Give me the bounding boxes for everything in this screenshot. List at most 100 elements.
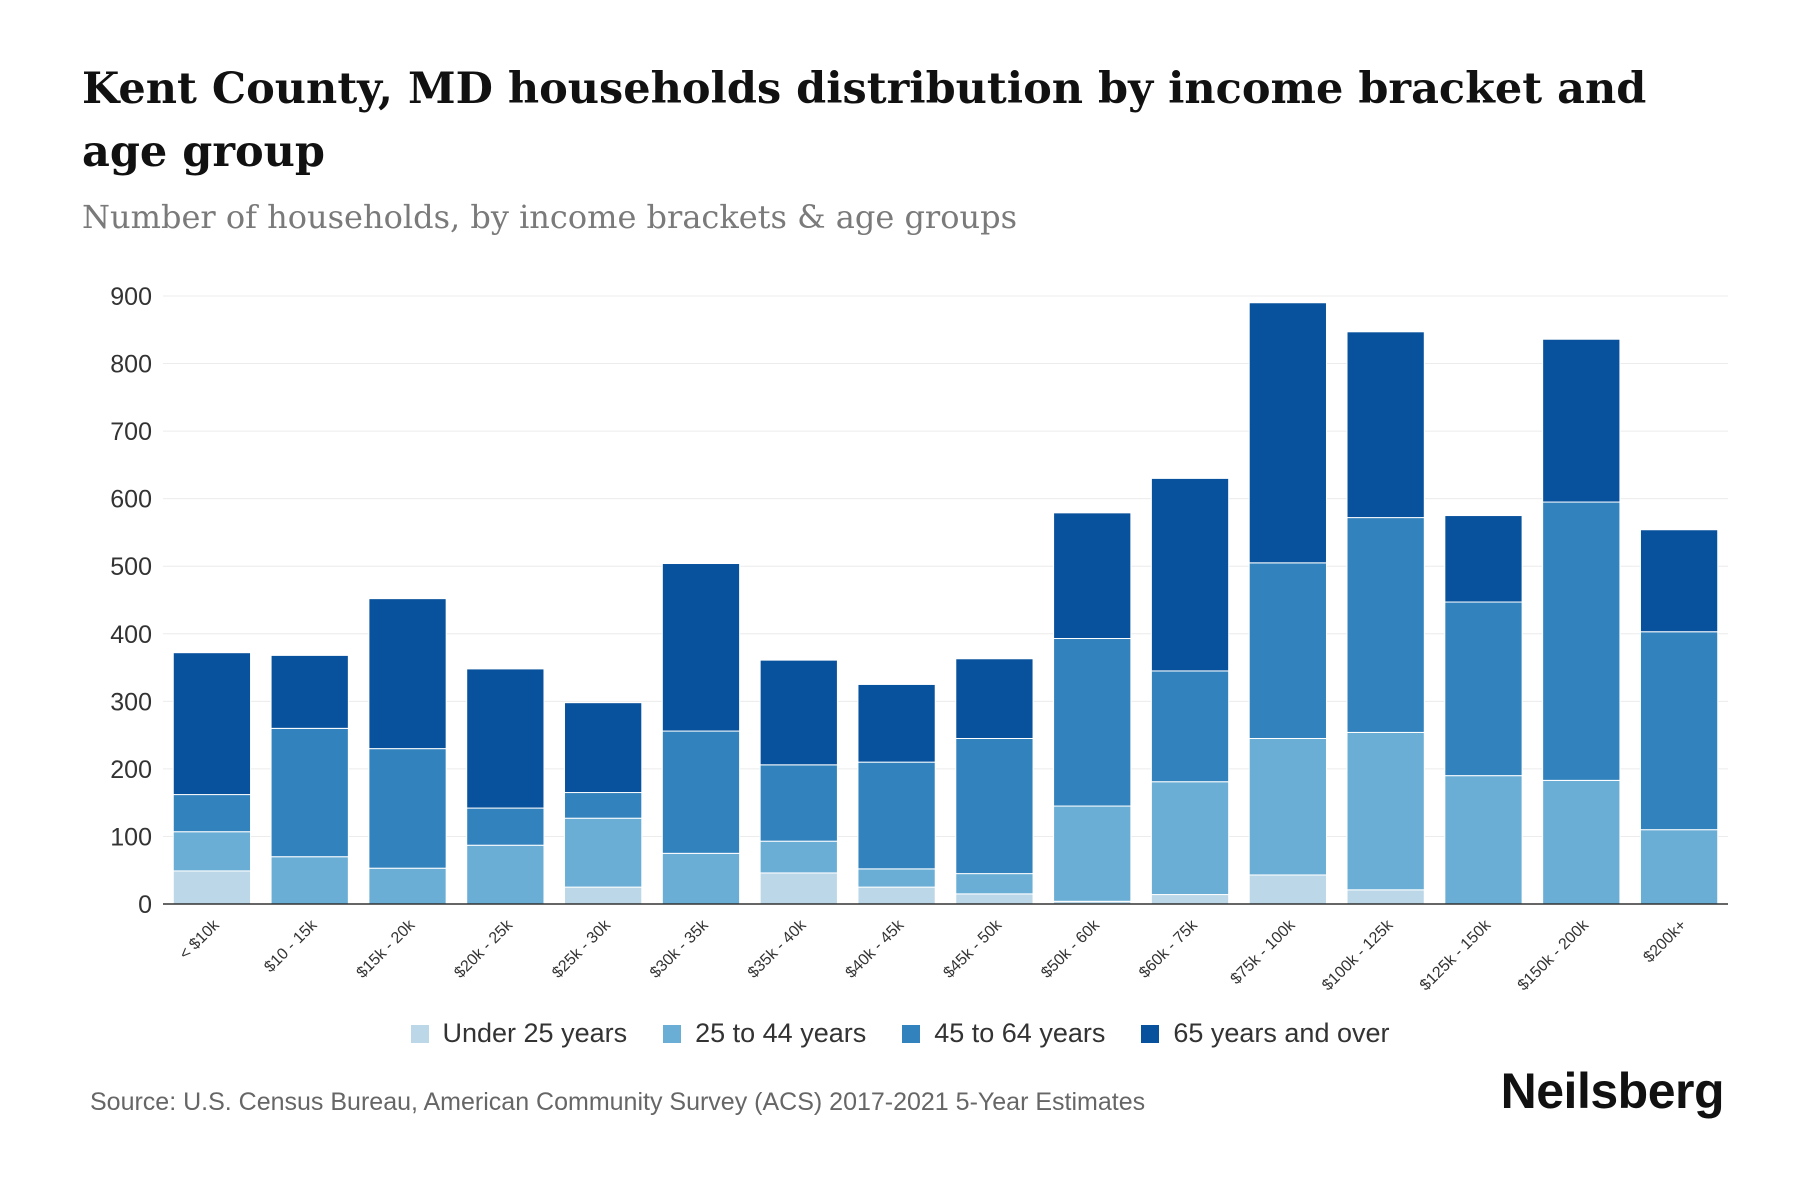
bar-segment [759, 659, 838, 766]
bar-segment [1346, 517, 1425, 733]
bar-segment [368, 867, 447, 905]
bars [172, 302, 1719, 905]
x-tick-label: $50k - 60k [1038, 916, 1104, 982]
legend-label: 65 years and over [1173, 1018, 1390, 1048]
y-tick-label: 900 [110, 283, 152, 311]
bar-segment [1639, 829, 1719, 905]
y-tick-label: 200 [110, 756, 152, 784]
bar-segment [1542, 338, 1621, 503]
bar-segment [172, 870, 252, 905]
x-tick-label: $10 - 15k [261, 916, 321, 976]
bar-segment [368, 598, 447, 750]
y-tick-label: 0 [138, 891, 152, 919]
bar-segment [564, 886, 643, 905]
y-tick-label: 600 [110, 486, 152, 514]
legend-label: 25 to 44 years [695, 1018, 867, 1048]
bar-segment [564, 817, 643, 888]
bar-segment [1150, 477, 1230, 672]
bar-segment [661, 852, 741, 905]
stacked-bar-chart: 0 100 200 300 400 500 600 700 800 900 < $10k $10 -… [110, 283, 1728, 994]
legend-swatch [410, 1024, 429, 1043]
y-tick-label: 500 [110, 553, 152, 581]
bar-segment [1639, 529, 1719, 633]
bar-segment [1150, 670, 1230, 783]
bar-segment [466, 807, 545, 846]
brand-logo: Neilsberg [1500, 1063, 1725, 1119]
bar-segment [1150, 894, 1230, 905]
x-tick-label: $100k - 125k [1319, 916, 1397, 994]
bar-segment [270, 856, 349, 905]
x-tick-label: $200k+ [1640, 917, 1689, 966]
x-tick-label: $40k - 45k [843, 916, 909, 982]
x-tick-label: $150k - 200k [1515, 916, 1593, 994]
bar-segment [1248, 737, 1327, 876]
bar-segment [1346, 731, 1425, 891]
legend-item: 65 years and over [1141, 1018, 1390, 1049]
bar-segment [270, 727, 349, 858]
legend-swatch [663, 1024, 682, 1043]
chart-subtitle: Number of households, by income brackets… [82, 198, 1017, 236]
bar-segment [172, 794, 252, 833]
legend-label: Under 25 years [442, 1018, 628, 1048]
legend-label: 45 to 64 years [934, 1018, 1106, 1048]
x-tick-label: < $10k [176, 916, 223, 963]
y-axis-ticks: 0 100 200 300 400 500 600 700 800 900 [110, 283, 152, 919]
legend-item: 25 to 44 years [663, 1018, 866, 1049]
bar-segment [1346, 331, 1425, 519]
y-tick-label: 400 [110, 621, 152, 649]
bar-segment [955, 737, 1034, 875]
bar-segment [759, 764, 838, 842]
x-tick-label: $30k - 35k [647, 916, 713, 982]
bar-segment [368, 748, 447, 869]
bar-segment [1444, 601, 1523, 777]
y-tick-label: 300 [110, 688, 152, 716]
bar-segment [1444, 775, 1523, 905]
x-axis-ticks: < $10k $10 - 15k $15k - 20k $20k - 25k $25k … [176, 916, 1689, 994]
bar-segment [955, 893, 1034, 905]
bar-segment [1542, 779, 1621, 905]
bar-segment [1248, 562, 1327, 739]
bar-segment [661, 563, 741, 732]
bar-segment [1444, 515, 1523, 603]
legend-item: 45 to 64 years [902, 1018, 1105, 1049]
x-tick-label: $45k - 50k [940, 916, 1006, 982]
bar-segment [172, 652, 252, 796]
source-note: Source: U.S. Census Bureau, American Com… [90, 1088, 1146, 1116]
x-tick-label: $35k - 40k [745, 916, 811, 982]
legend-swatch [902, 1024, 921, 1043]
bar-segment [1053, 512, 1132, 640]
bar-segment [857, 683, 936, 763]
bar-segment [955, 873, 1034, 895]
bar-segment [1639, 631, 1719, 831]
y-tick-label: 700 [110, 418, 152, 446]
bar-segment [1248, 874, 1327, 905]
bar-segment [172, 831, 252, 872]
bar-segment [564, 702, 643, 794]
chart-title: Kent County, MD households distribution … [82, 64, 1647, 177]
bar-segment [466, 844, 545, 905]
bar-segment [759, 872, 838, 905]
bar-segment [857, 886, 936, 905]
x-tick-label: $75k - 100k [1228, 916, 1300, 988]
bar-segment [857, 761, 936, 870]
bar-segment [564, 792, 643, 819]
bar-segment [466, 668, 545, 809]
bar-segment [1346, 889, 1425, 905]
bar-segment [1053, 805, 1132, 902]
x-tick-label: $25k - 30k [549, 916, 615, 982]
bar-segment [1150, 781, 1230, 896]
x-tick-label: $125k - 150k [1417, 916, 1495, 994]
x-tick-label: $15k - 20k [354, 916, 420, 982]
bar-segment [955, 658, 1034, 739]
y-tick-label: 800 [110, 351, 152, 379]
bar-segment [1542, 501, 1621, 781]
x-tick-label: $60k - 75k [1136, 916, 1202, 982]
bar-segment [661, 730, 741, 854]
bar-segment [1053, 638, 1132, 807]
bar-segment [1248, 302, 1327, 564]
chart-legend: Under 25 years 25 to 44 years 45 to 64 yea… [0, 1018, 1800, 1049]
legend-item: Under 25 years [410, 1018, 628, 1049]
y-tick-label: 100 [110, 823, 152, 851]
bar-segment [759, 840, 838, 874]
x-tick-label: $20k - 25k [451, 916, 517, 982]
